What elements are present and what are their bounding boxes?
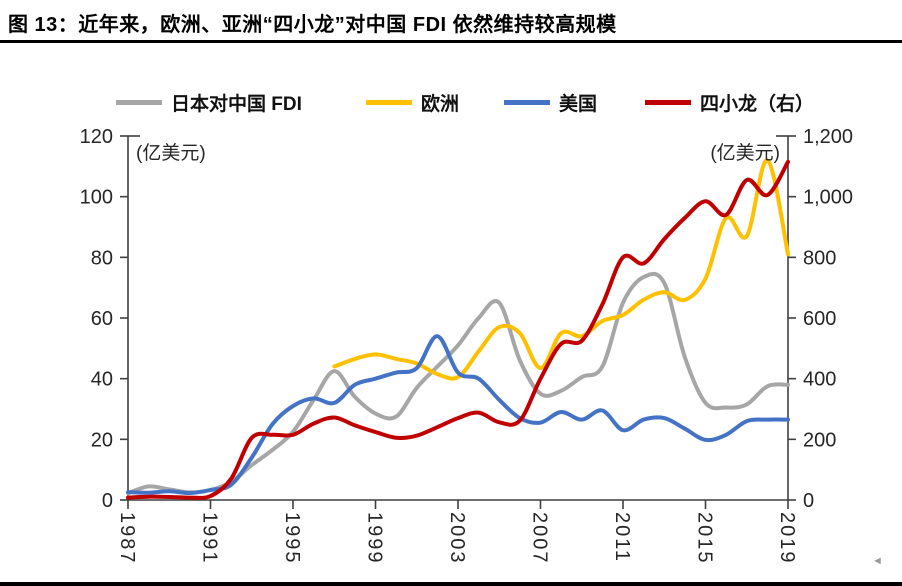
legend-label-us: 美国 xyxy=(559,93,598,115)
y-tick-label-right: 600 xyxy=(803,308,836,330)
y-tick-label-left: 80 xyxy=(91,247,113,269)
legend-line-sample-japan xyxy=(116,99,162,105)
legend-line-sample-europe xyxy=(366,99,412,105)
bottom-border xyxy=(0,582,902,586)
y-tick-label-left: 60 xyxy=(91,308,113,330)
scrollbar-arrow-icon[interactable]: ◄ xyxy=(872,555,883,567)
legend-item-dragons: 四小龙（右） xyxy=(645,92,814,115)
x-tick-label: 2007 xyxy=(529,512,551,565)
x-tick-label: 1991 xyxy=(199,512,221,565)
series-line-1 xyxy=(332,158,790,381)
y-tick-label-right: 1,200 xyxy=(803,126,853,148)
y-tick-label-right: 0 xyxy=(803,490,814,512)
legend-label-dragons: 四小龙（右） xyxy=(700,93,815,115)
series-line-3 xyxy=(126,159,790,500)
y-tick-label-left: 0 xyxy=(102,490,113,512)
x-tick-label: 2019 xyxy=(776,512,798,565)
y-tick-label-right: 1,000 xyxy=(803,187,853,209)
legend-label-japan: 日本对中国 FDI xyxy=(171,93,302,115)
x-tick-label: 1999 xyxy=(364,512,386,565)
y-tick-label-right: 400 xyxy=(803,369,836,391)
y-tick-label-left: 100 xyxy=(80,187,113,209)
y-tick-label-right: 800 xyxy=(803,247,836,269)
y-tick-label-left: 120 xyxy=(80,126,113,148)
figure-title: 图 13：近年来，欧洲、亚洲“四小龙”对中国 FDI 依然维持较高规模 xyxy=(8,14,617,36)
legend-label-europe: 欧洲 xyxy=(421,93,460,115)
y-tick-label-left: 40 xyxy=(91,369,113,391)
right-axis-unit-label: (亿美元) xyxy=(710,143,780,164)
x-tick-label: 2003 xyxy=(446,512,468,565)
legend-item-europe: 欧洲 xyxy=(366,92,459,115)
series-line-0 xyxy=(126,271,790,496)
title-underline xyxy=(0,40,902,43)
x-tick-label: 2011 xyxy=(611,512,633,563)
x-tick-label: 1987 xyxy=(116,512,138,565)
y-tick-label-left: 20 xyxy=(91,429,113,451)
legend-line-sample-dragons xyxy=(645,99,691,105)
x-tick-label: 1995 xyxy=(281,512,303,565)
left-axis-unit-label: (亿美元) xyxy=(136,143,206,164)
series-line-2 xyxy=(126,334,790,496)
x-tick-label: 2015 xyxy=(694,512,716,565)
legend-item-us: 美国 xyxy=(504,92,597,115)
legend-item-japan: 日本对中国 FDI xyxy=(116,92,302,115)
y-tick-label-right: 200 xyxy=(803,429,836,451)
legend-line-sample-us xyxy=(504,99,550,105)
